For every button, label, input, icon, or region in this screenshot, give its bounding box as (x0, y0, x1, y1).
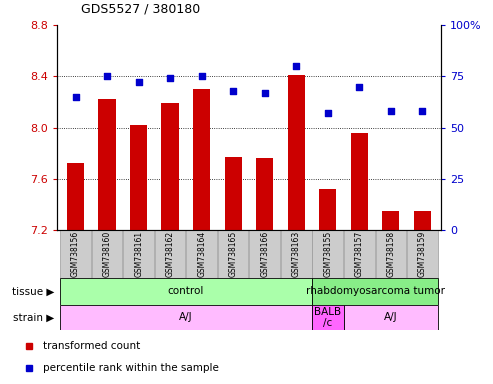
Text: GSM738159: GSM738159 (418, 231, 427, 277)
Text: tissue ▶: tissue ▶ (12, 286, 54, 296)
Text: transformed count: transformed count (43, 341, 140, 351)
Text: control: control (168, 286, 204, 296)
Bar (249, 230, 280, 278)
Bar (92, 230, 122, 278)
Bar (351, 132, 368, 230)
Point (198, 73, 206, 79)
Bar (60, 230, 91, 278)
Text: GSM738158: GSM738158 (387, 231, 395, 277)
Text: percentile rank within the sample: percentile rank within the sample (43, 363, 219, 373)
Text: GSM738155: GSM738155 (323, 231, 332, 277)
Text: GSM738165: GSM738165 (229, 231, 238, 277)
Bar (256, 158, 274, 230)
Point (103, 73, 111, 79)
Point (135, 79, 142, 86)
Bar (313, 230, 343, 278)
Text: BALB
/c: BALB /c (314, 307, 341, 328)
Bar (287, 75, 305, 230)
Bar (344, 305, 438, 330)
Text: GSM738157: GSM738157 (355, 231, 364, 277)
Bar (414, 211, 431, 230)
Point (229, 88, 237, 94)
Bar (382, 211, 399, 230)
Text: strain ▶: strain ▶ (13, 313, 54, 323)
Text: GDS5527 / 380180: GDS5527 / 380180 (81, 3, 201, 16)
Bar (218, 230, 248, 278)
Point (261, 89, 269, 96)
Point (355, 83, 363, 89)
Bar (344, 230, 375, 278)
Bar (319, 189, 336, 230)
Text: GSM738156: GSM738156 (71, 231, 80, 277)
Bar (312, 278, 438, 305)
Text: GSM738164: GSM738164 (197, 231, 206, 277)
Point (71, 94, 79, 100)
Point (166, 75, 174, 81)
Text: GSM738166: GSM738166 (260, 231, 269, 277)
Bar (130, 125, 147, 230)
Text: rhabdomyosarcoma tumor: rhabdomyosarcoma tumor (306, 286, 445, 296)
Bar (123, 230, 154, 278)
Text: A/J: A/J (179, 313, 193, 323)
Point (419, 108, 426, 114)
Point (324, 110, 332, 116)
Bar (407, 230, 438, 278)
Bar (312, 305, 344, 330)
Point (387, 108, 395, 114)
Text: GSM738160: GSM738160 (103, 231, 111, 277)
Bar (376, 230, 406, 278)
Text: GSM738161: GSM738161 (134, 231, 143, 277)
Bar (60, 278, 312, 305)
Text: A/J: A/J (384, 313, 398, 323)
Bar (155, 230, 185, 278)
Text: GSM738163: GSM738163 (292, 231, 301, 277)
Bar (193, 89, 211, 230)
Text: GSM738162: GSM738162 (166, 231, 175, 277)
Bar (281, 230, 312, 278)
Bar (186, 230, 217, 278)
Bar (99, 99, 116, 230)
Bar (224, 157, 242, 230)
Bar (60, 305, 312, 330)
Bar (67, 163, 84, 230)
Bar (162, 103, 179, 230)
Point (292, 63, 300, 69)
